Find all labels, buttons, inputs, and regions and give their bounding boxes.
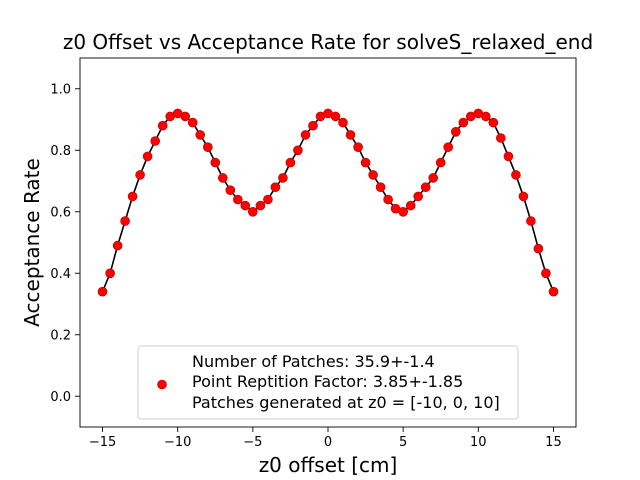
legend-box <box>137 345 519 420</box>
x-tick-label: 15 <box>545 435 562 450</box>
data-point <box>338 117 348 128</box>
y-tick-label: 0.8 <box>50 144 71 159</box>
data-point <box>240 200 251 211</box>
data-point <box>375 182 386 192</box>
y-tick-label: 1.0 <box>50 82 71 97</box>
data-point <box>383 194 393 205</box>
data-point <box>495 133 506 143</box>
data-point <box>480 111 491 122</box>
data-point <box>218 173 228 183</box>
data-point <box>180 111 190 122</box>
data-point <box>142 151 153 162</box>
y-tick-label: 0.4 <box>50 267 71 282</box>
data-point <box>105 268 115 279</box>
data-point <box>526 216 536 226</box>
data-point <box>458 117 469 128</box>
x-tick-label: −5 <box>243 435 262 450</box>
data-point <box>345 130 356 140</box>
legend-line-repetition: Point Reptition Factor: 3.85+-1.85 <box>192 372 463 391</box>
data-point <box>548 286 559 297</box>
data-point <box>225 185 236 195</box>
data-point <box>112 240 123 251</box>
data-point <box>450 127 461 137</box>
data-point <box>233 194 243 205</box>
data-point <box>203 142 213 152</box>
data-point <box>150 136 160 146</box>
series-points <box>97 108 559 297</box>
data-point <box>420 182 431 192</box>
data-point <box>97 286 108 297</box>
y-axis-label: Acceptance Rate <box>20 158 44 327</box>
legend-marker <box>157 379 167 390</box>
data-point <box>157 120 168 131</box>
x-tick-label: 5 <box>399 435 407 450</box>
data-point <box>405 200 416 211</box>
data-point <box>360 157 371 168</box>
data-point <box>398 207 409 217</box>
data-point <box>443 142 454 152</box>
data-point <box>518 191 529 202</box>
data-point <box>428 173 439 183</box>
legend-line-generated: Patches generated at z0 = [-10, 0, 10] <box>192 393 500 412</box>
y-tick-label: 0.0 <box>50 390 71 405</box>
data-point <box>248 207 258 217</box>
data-point <box>541 268 551 279</box>
y-axis-ticks: 0.0 0.2 0.4 0.6 0.8 1.0 <box>50 82 80 405</box>
x-axis-ticks: −15 −10 −5 0 5 10 15 <box>89 427 562 450</box>
y-tick-label: 0.2 <box>50 328 71 343</box>
data-point <box>285 157 296 168</box>
x-tick-label: 0 <box>324 435 332 450</box>
data-point <box>293 145 303 156</box>
data-point <box>308 120 318 131</box>
x-axis-label: z0 offset [cm] <box>259 453 398 477</box>
data-point <box>503 151 514 162</box>
data-point <box>270 182 281 192</box>
data-point <box>127 191 138 202</box>
data-point <box>330 111 341 122</box>
data-point <box>353 142 363 152</box>
x-tick-label: −15 <box>89 435 116 450</box>
x-tick-label: 10 <box>470 435 487 450</box>
axes-frame <box>79 57 577 428</box>
data-point <box>255 200 266 211</box>
data-point <box>300 130 311 140</box>
data-point <box>278 173 288 183</box>
x-tick-label: −10 <box>164 435 191 450</box>
data-point <box>511 170 521 180</box>
data-point <box>187 117 198 128</box>
data-point <box>413 191 424 202</box>
y-tick-label: 0.6 <box>50 205 71 220</box>
data-point <box>195 130 205 140</box>
data-point <box>533 243 544 254</box>
data-point <box>120 216 130 226</box>
data-point <box>488 117 499 128</box>
legend-line-patches: Number of Patches: 35.9+-1.4 <box>192 352 435 371</box>
legend: Number of Patches: 35.9+-1.4 Point Repti… <box>137 345 519 420</box>
data-point <box>435 157 446 168</box>
data-point <box>368 170 378 180</box>
data-point <box>263 194 273 205</box>
data-point <box>210 157 221 168</box>
chart-title: z0 Offset vs Acceptance Rate for solveS_… <box>63 30 593 54</box>
data-point <box>135 170 145 180</box>
plot-area: −15 −10 −5 0 5 10 15 0.0 0.2 0.4 0.6 0.8 1.0 <box>50 57 577 450</box>
